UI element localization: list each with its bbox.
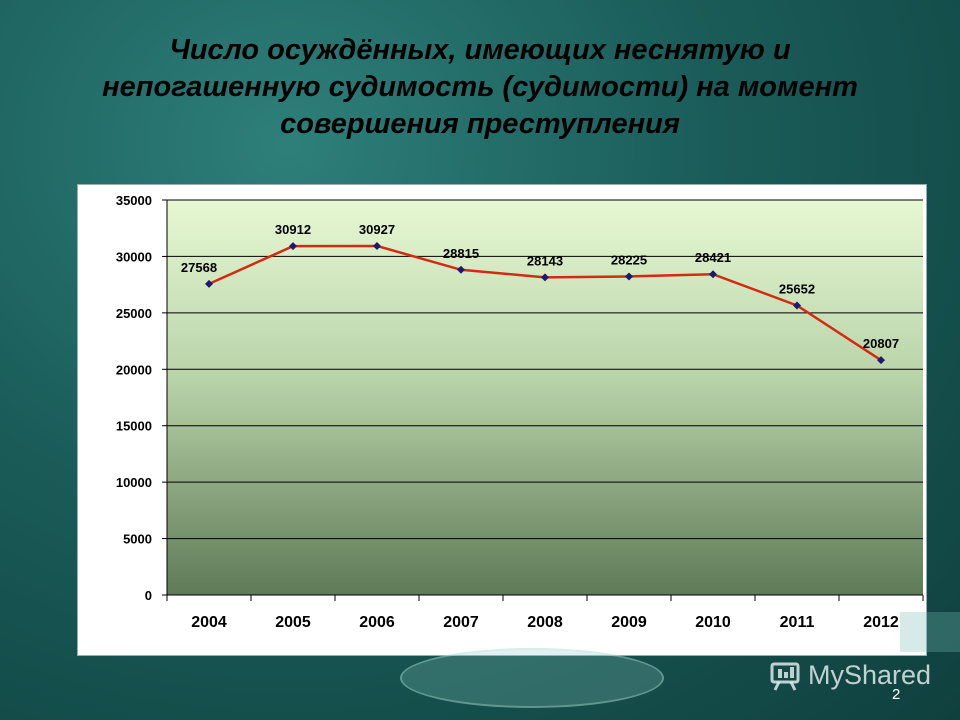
data-point: [877, 356, 885, 365]
data-point: [289, 242, 297, 251]
watermark-text: MyShared: [808, 659, 932, 690]
slide-number: 2: [892, 686, 901, 703]
data-label: 30912: [275, 222, 311, 237]
y-tick-label: 35000: [116, 193, 152, 208]
data-label: 25652: [779, 281, 815, 296]
data-point: [373, 241, 381, 250]
decorative-shape: [900, 612, 960, 652]
watermark: MyShared: [768, 655, 931, 695]
y-tick-label: 30000: [116, 249, 152, 264]
x-tick-label: 2009: [611, 614, 647, 631]
data-label: 20807: [863, 336, 899, 351]
data-label: 28815: [443, 246, 479, 261]
slide-title: Число осуждённых, имеющих неснятую и неп…: [40, 32, 920, 143]
y-tick-label: 15000: [116, 419, 152, 434]
x-tick-label: 2010: [695, 614, 731, 631]
x-tick-label: 2005: [275, 614, 311, 631]
y-tick-label: 5000: [123, 532, 152, 547]
title-line-1: Число осуждённых, имеющих неснятую и: [169, 34, 791, 66]
plot-area: [167, 200, 923, 595]
data-label: 28225: [611, 252, 647, 267]
decorative-arc: [400, 648, 664, 708]
x-tick-label: 2004: [191, 614, 227, 631]
data-point: [457, 265, 465, 274]
title-line-3: совершения преступления: [280, 108, 680, 140]
x-tick-label: 2008: [527, 614, 563, 631]
x-tick-label: 2011: [780, 614, 815, 631]
y-tick-label: 20000: [116, 362, 152, 377]
data-point: [793, 301, 801, 310]
data-point: [625, 272, 633, 281]
data-label: 28143: [527, 253, 563, 268]
data-label: 27568: [181, 260, 217, 275]
data-point: [541, 273, 549, 282]
line-chart: 0 5000 10000 15000 20000 25000 30000 35000 2004 2…: [116, 193, 924, 631]
y-tick-label: 10000: [116, 475, 152, 490]
data-label: 28421: [695, 250, 731, 265]
x-tick-label: 2006: [359, 614, 395, 631]
title-line-2: непогашенную судимость (судимости) на мо…: [102, 71, 858, 103]
x-tick-label: 2012: [863, 614, 899, 631]
data-point: [205, 279, 213, 288]
y-tick-label: 25000: [116, 306, 152, 321]
presentation-board-icon: [770, 662, 800, 691]
chart-frame: 0 5000 10000 15000 20000 25000 30000 35000 2004 2…: [77, 184, 927, 656]
data-label: 30927: [359, 222, 395, 237]
data-point: [709, 270, 717, 279]
y-tick-label: 0: [145, 588, 152, 603]
x-tick-label: 2007: [443, 614, 479, 631]
